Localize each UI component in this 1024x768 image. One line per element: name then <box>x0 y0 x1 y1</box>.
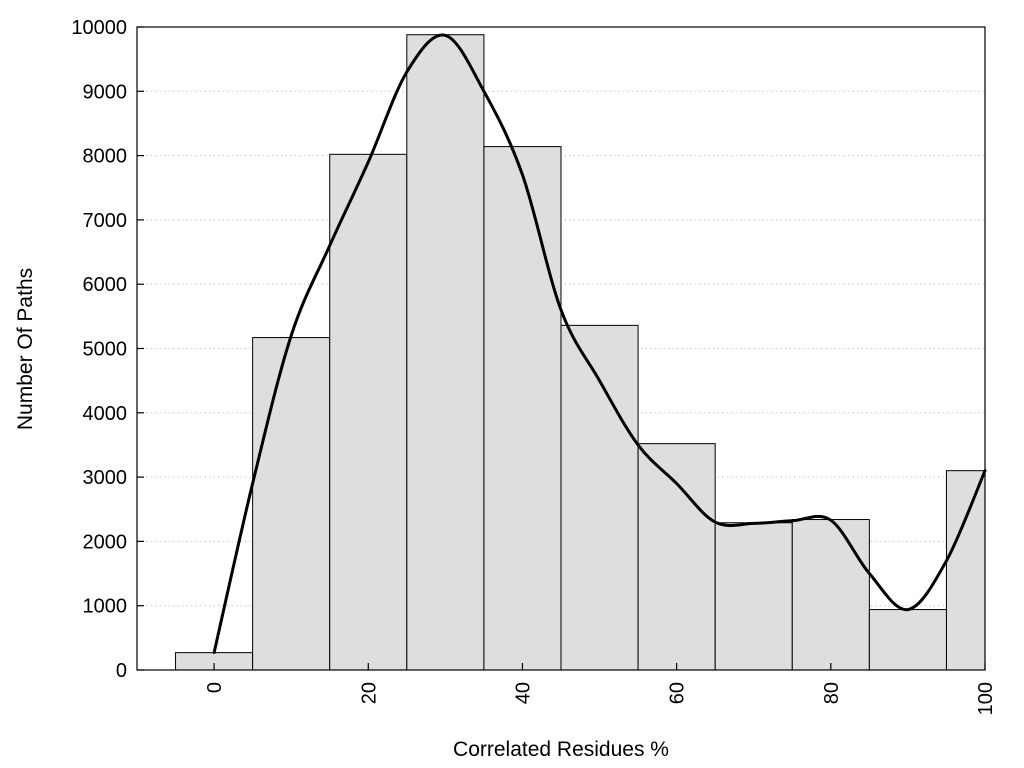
y-tick-label-10: 10000 <box>71 17 127 39</box>
y-tick-label-1: 1000 <box>83 596 128 618</box>
histogram-bar-20 <box>329 153 408 671</box>
y-tick-label-4: 4000 <box>83 403 128 425</box>
histogram-bar-80 <box>791 519 870 671</box>
y-tick-label-7: 7000 <box>83 210 128 232</box>
y-tick-label-9: 9000 <box>83 81 128 103</box>
histogram-bar-40 <box>483 146 562 671</box>
x-tick-label-5: 100 <box>975 682 997 715</box>
y-axis-ticks: 0 1000 2000 3000 4000 5000 6000 7000 8000 9000 100… <box>71 17 144 682</box>
y-axis-title: Number Of Paths <box>14 268 37 430</box>
density-curve-layer <box>212 33 987 655</box>
y-tick-label-3: 3000 <box>83 467 128 489</box>
x-axis-title: Correlated Residues % <box>453 738 669 761</box>
histogram-bar-60 <box>637 443 716 671</box>
x-tick-label-2: 40 <box>513 682 535 704</box>
y-tick-label-5: 5000 <box>83 339 128 361</box>
x-tick-label-3: 60 <box>667 682 689 704</box>
density-curve <box>212 33 987 655</box>
histogram-bar-90 <box>868 609 947 671</box>
histogram-bar-10 <box>252 337 331 671</box>
x-tick-label-4: 80 <box>821 682 843 704</box>
x-axis-ticks: 0 20 40 60 80 100 <box>204 663 997 715</box>
y-tick-label-2: 2000 <box>83 531 128 553</box>
histogram-bar-70 <box>714 522 793 671</box>
histogram-bar-100 <box>945 470 986 671</box>
y-tick-label-0: 0 <box>116 660 127 682</box>
x-tick-label-1: 20 <box>358 682 380 704</box>
histogram-bar-50 <box>560 324 639 671</box>
y-tick-label-6: 6000 <box>83 274 128 296</box>
histogram-bar-30 <box>406 34 485 671</box>
x-tick-label-0: 0 <box>204 682 226 693</box>
histogram-bars <box>175 34 986 671</box>
y-tick-label-8: 8000 <box>83 146 128 168</box>
